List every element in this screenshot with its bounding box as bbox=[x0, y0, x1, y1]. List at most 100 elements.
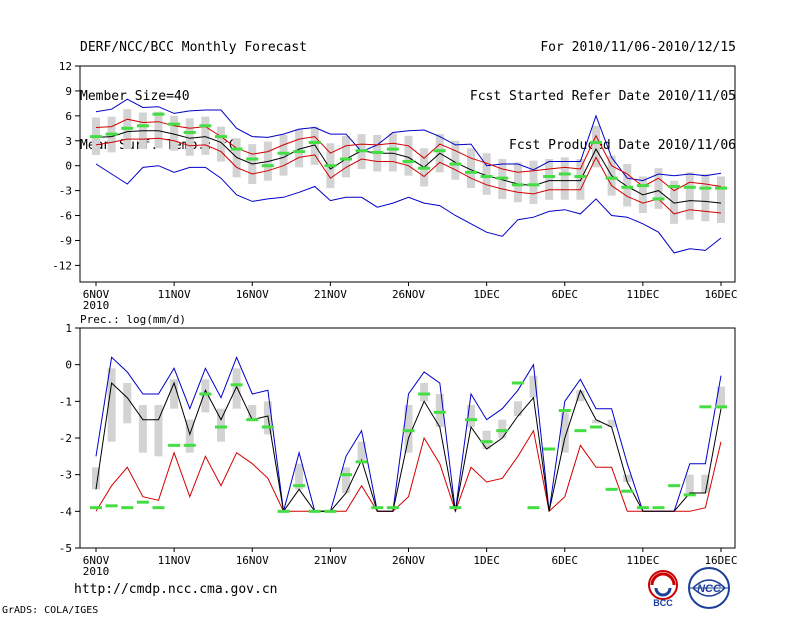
member-marker bbox=[683, 493, 696, 497]
member-marker bbox=[199, 124, 212, 128]
lower-bound-line bbox=[95, 429, 722, 513]
x-tick-label: 16DEC bbox=[704, 288, 737, 301]
spread-box bbox=[279, 134, 288, 176]
minus-sd-line bbox=[95, 137, 722, 215]
y-tick-label: -4 bbox=[59, 505, 73, 518]
member-marker bbox=[543, 174, 556, 178]
spread-box bbox=[217, 126, 225, 162]
spread-box bbox=[498, 419, 507, 438]
lower-bound-line bbox=[95, 163, 722, 254]
spread-box bbox=[248, 405, 257, 420]
x-tick-label: 11NOV bbox=[158, 288, 191, 301]
member-marker bbox=[449, 162, 462, 166]
website-url[interactable]: http://cmdp.ncc.cma.gov.cn bbox=[74, 582, 278, 597]
member-marker bbox=[152, 506, 165, 510]
spread-box bbox=[170, 379, 179, 409]
x-tick-label: 26NOV bbox=[392, 554, 425, 567]
member-marker bbox=[121, 126, 134, 130]
x-tick-label: 1DEC bbox=[473, 554, 500, 567]
y-tick-label: -6 bbox=[59, 210, 72, 223]
spread-box bbox=[420, 383, 429, 402]
y-tick-label: 1 bbox=[65, 322, 72, 335]
spread-box bbox=[138, 405, 147, 453]
spread-box bbox=[310, 126, 319, 165]
member-marker bbox=[340, 473, 352, 477]
x-tick-label: 21NOV bbox=[314, 288, 347, 301]
member-marker bbox=[293, 150, 306, 154]
title-line-1: DERF/NCC/BCC Monthly Forecast bbox=[80, 40, 307, 55]
member-marker bbox=[386, 506, 399, 510]
spread-box bbox=[467, 405, 475, 427]
bcc-logo: BCC bbox=[648, 570, 678, 608]
spread-box bbox=[701, 474, 710, 493]
member-marker bbox=[527, 506, 540, 510]
spread-box bbox=[342, 467, 350, 493]
y-tick-label: -1 bbox=[59, 395, 72, 408]
x-tick-label: 6NOV bbox=[83, 554, 110, 567]
x-tick-label: 16NOV bbox=[236, 288, 269, 301]
member-marker bbox=[699, 186, 712, 190]
spread-box bbox=[592, 125, 600, 168]
member-marker bbox=[105, 504, 118, 508]
member-marker bbox=[183, 443, 196, 447]
y-tick-label: 9 bbox=[65, 85, 72, 98]
x-tick-label: 2010 bbox=[83, 565, 110, 578]
spread-box bbox=[170, 115, 179, 151]
spread-box bbox=[404, 135, 413, 176]
x-tick-label: 21NOV bbox=[314, 554, 347, 567]
member-marker bbox=[715, 405, 727, 409]
member-marker bbox=[230, 383, 243, 387]
spread-box bbox=[529, 375, 538, 398]
member-marker bbox=[386, 147, 399, 151]
x-tick-label: 11DEC bbox=[626, 288, 659, 301]
member-marker bbox=[152, 112, 165, 116]
spread-box bbox=[717, 176, 725, 224]
y-tick-label: 3 bbox=[65, 135, 72, 148]
member-marker bbox=[636, 184, 649, 188]
plot-frame bbox=[79, 65, 736, 283]
member-marker bbox=[355, 460, 368, 464]
svg-text:NCC: NCC bbox=[697, 583, 722, 595]
spread-box bbox=[482, 430, 491, 449]
y-tick-label: 12 bbox=[59, 60, 72, 73]
y-tick-label: -3 bbox=[59, 469, 72, 482]
y-tick-label: 0 bbox=[65, 160, 72, 173]
member-marker bbox=[277, 509, 290, 513]
member-marker bbox=[590, 425, 602, 429]
member-marker bbox=[199, 392, 212, 396]
spread-box bbox=[201, 379, 210, 413]
member-marker bbox=[402, 160, 415, 164]
spread-box bbox=[701, 174, 710, 222]
member-marker bbox=[136, 124, 149, 128]
member-marker bbox=[418, 392, 431, 396]
x-tick-label: 11NOV bbox=[158, 554, 191, 567]
member-marker bbox=[90, 506, 102, 510]
y-tick-label: -2 bbox=[59, 432, 72, 445]
member-marker bbox=[246, 418, 259, 422]
spread-box bbox=[623, 164, 632, 207]
spread-box bbox=[357, 441, 366, 460]
spread-box bbox=[545, 159, 554, 200]
member-marker bbox=[277, 151, 290, 155]
ensemble-mean-line bbox=[95, 381, 722, 513]
spread-box bbox=[154, 111, 163, 149]
x-tick-label: 26NOV bbox=[392, 288, 425, 301]
spread-box bbox=[232, 368, 241, 409]
member-marker bbox=[558, 172, 571, 176]
member-marker bbox=[465, 170, 477, 174]
spread-box bbox=[217, 408, 225, 442]
spread-box bbox=[560, 412, 569, 453]
member-marker bbox=[480, 440, 493, 444]
spread-box bbox=[295, 129, 304, 168]
y-tick-label: -3 bbox=[59, 185, 72, 198]
member-marker bbox=[340, 157, 352, 161]
x-tick-label: 16DEC bbox=[704, 554, 737, 567]
member-marker bbox=[543, 447, 556, 451]
panel-title: Prec.: log(mm/d) bbox=[80, 313, 186, 326]
fcst-produced-date: Fcst Produced Date 2010/11/06 bbox=[509, 138, 736, 153]
spread-box bbox=[482, 153, 491, 195]
date-range: For 2010/11/06-2010/12/15 bbox=[540, 40, 736, 55]
